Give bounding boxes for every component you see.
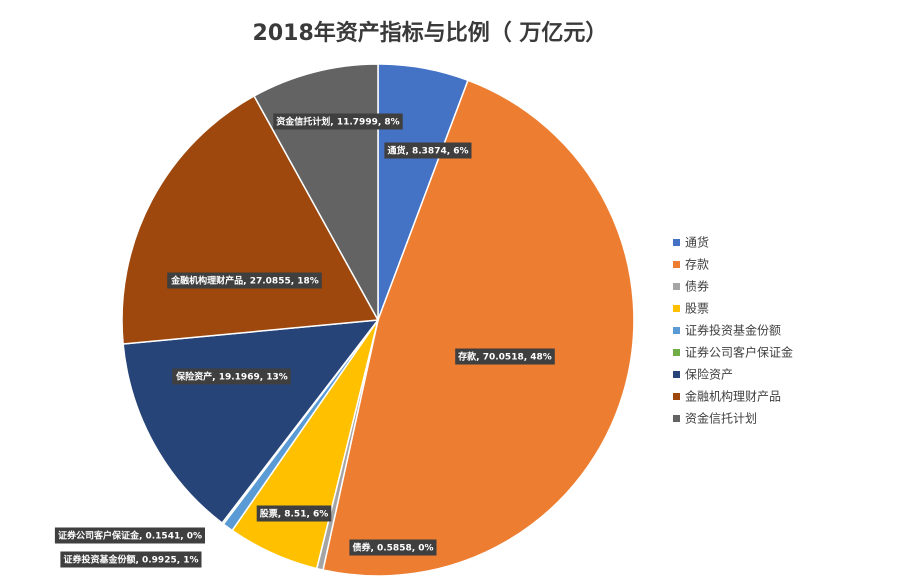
- chart-title: 2018年资产指标与比例（ 万亿元）: [253, 20, 608, 46]
- legend-label-4: 证券投资基金份额: [685, 323, 781, 338]
- data-label-box-2: [349, 539, 437, 556]
- legend-swatch-2: [673, 283, 680, 290]
- data-label-box-8: [273, 113, 403, 130]
- data-label-box-7: [167, 272, 322, 289]
- legend-label-1: 存款: [685, 258, 709, 272]
- data-label-box-6: [172, 368, 291, 385]
- legend-label-8: 资金信托计划: [685, 411, 757, 426]
- legend-item-8: 资金信托计划: [673, 411, 757, 426]
- legend-swatch-0: [673, 239, 680, 246]
- data-label-text-1: 存款, 70.0518, 48%: [458, 351, 552, 363]
- legend: 通货存款债券股票证券投资基金份额证券公司客户保证金保险资产金融机构理财产品资金信…: [673, 235, 793, 426]
- data-label-box-3: [256, 505, 332, 522]
- data-label-0: 通货, 8.3874, 6%: [384, 142, 472, 159]
- data-label-5: 证券公司客户保证金, 0.1541, 0%: [54, 527, 206, 544]
- legend-label-7: 金融机构理财产品: [685, 389, 781, 404]
- data-label-box-1: [455, 348, 555, 365]
- data-label-text-0: 通货, 8.3874, 6%: [387, 145, 468, 157]
- data-labels: 通货, 8.3874, 6% 存款, 70.0518, 48% 债券, 0.5858…: [54, 113, 555, 568]
- legend-swatch-6: [673, 371, 680, 378]
- legend-swatch-8: [673, 415, 680, 422]
- data-label-box-4: [60, 551, 202, 568]
- legend-item-4: 证券投资基金份额: [673, 323, 781, 338]
- legend-label-0: 通货: [685, 235, 709, 250]
- legend-item-0: 通货: [673, 235, 709, 250]
- data-label-8: 资金信托计划, 11.7999, 8%: [273, 113, 403, 130]
- legend-item-1: 存款: [673, 258, 709, 272]
- data-label-7: 金融机构理财产品, 27.0855, 18%: [167, 272, 322, 289]
- legend-item-2: 债券: [673, 279, 709, 294]
- data-label-text-6: 保险资产, 19.1969, 13%: [175, 371, 288, 383]
- pie-slices: [121, 63, 635, 577]
- legend-item-3: 股票: [673, 302, 709, 316]
- data-label-4: 证券投资基金份额, 0.9925, 1%: [60, 551, 202, 568]
- legend-label-6: 保险资产: [685, 367, 733, 382]
- legend-item-6: 保险资产: [673, 367, 733, 382]
- legend-swatch-5: [673, 349, 680, 356]
- data-label-text-5: 证券公司客户保证金, 0.1541, 0%: [58, 530, 202, 542]
- data-label-1: 存款, 70.0518, 48%: [455, 348, 555, 365]
- legend-label-5: 证券公司客户保证金: [685, 345, 793, 360]
- legend-swatch-4: [673, 327, 680, 334]
- data-label-text-3: 股票, 8.51, 6%: [260, 508, 329, 520]
- legend-label-3: 股票: [685, 302, 709, 316]
- data-label-box-0: [384, 142, 472, 159]
- data-label-3: 股票, 8.51, 6%: [256, 505, 332, 522]
- legend-item-7: 金融机构理财产品: [673, 389, 781, 404]
- legend-swatch-3: [673, 305, 680, 312]
- legend-swatch-7: [673, 393, 680, 400]
- data-label-text-7: 金融机构理财产品, 27.0855, 18%: [170, 275, 319, 287]
- data-label-box-5: [54, 527, 206, 544]
- legend-label-2: 债券: [685, 279, 709, 294]
- data-label-text-2: 债券, 0.5858, 0%: [352, 542, 433, 554]
- pie-slice-1: [322, 79, 635, 577]
- legend-swatch-1: [673, 261, 680, 268]
- legend-item-5: 证券公司客户保证金: [673, 345, 793, 360]
- data-label-6: 保险资产, 19.1969, 13%: [172, 368, 291, 385]
- data-label-text-8: 资金信托计划, 11.7999, 8%: [276, 116, 399, 128]
- data-label-text-4: 证券投资基金份额, 0.9925, 1%: [63, 554, 198, 566]
- data-label-2: 债券, 0.5858, 0%: [349, 539, 437, 556]
